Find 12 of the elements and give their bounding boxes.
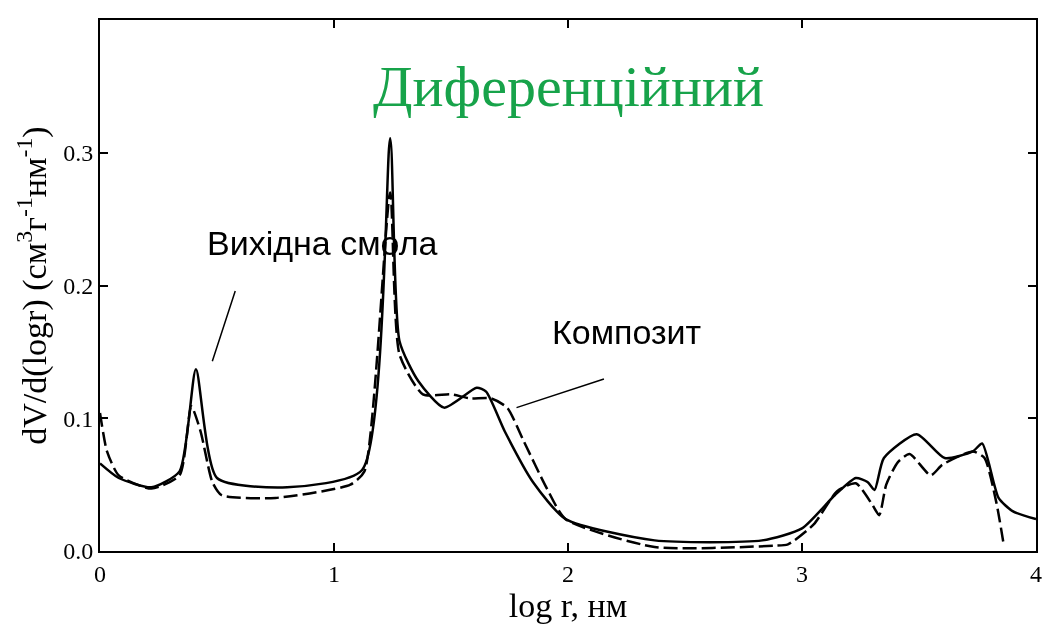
x-axis-title: log r, нм bbox=[508, 586, 628, 624]
y-tick-label: 0.0 bbox=[63, 538, 94, 565]
y-tick-label: 0.3 bbox=[63, 140, 94, 167]
x-tick-label: 2 bbox=[562, 560, 574, 587]
y-tick-label: 0.1 bbox=[63, 405, 94, 432]
x-tick-label: 1 bbox=[328, 560, 340, 587]
x-tick-label: 4 bbox=[1030, 560, 1042, 587]
x-tick-label: 3 bbox=[796, 560, 808, 587]
x-tick-label: 0 bbox=[94, 560, 106, 587]
y-tick-label: 0.2 bbox=[63, 272, 94, 299]
text: Композит bbox=[552, 313, 702, 351]
text: Диференційний bbox=[373, 54, 765, 119]
